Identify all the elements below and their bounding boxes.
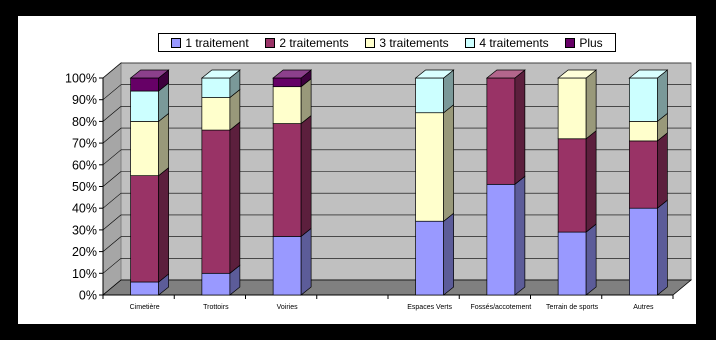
bar-segment (130, 175, 159, 283)
bar-segment (272, 236, 302, 296)
bar-top (628, 69, 669, 79)
bar-segment (629, 207, 658, 296)
bar-segment (272, 86, 302, 124)
y-tick-label: 60% (72, 158, 97, 172)
bar-segment (201, 77, 231, 98)
bar-top (414, 69, 455, 79)
chart-frame: 1 traitement 2 traitements 3 traitements 4 … (18, 16, 696, 324)
bar-segment-side (514, 69, 526, 186)
plot-floor (101, 279, 693, 296)
bar-segment (130, 77, 159, 92)
bar-segment-side (300, 114, 312, 238)
stacked-bar-chart: 0% 10% 20% 30% 40% 50% 60% 70% 80% 90% 100% Cimetiè… (65, 61, 693, 311)
bar-segment (629, 140, 658, 209)
bar-top (557, 69, 598, 79)
y-tick-label: 80% (72, 115, 97, 129)
bar-top (485, 69, 526, 79)
y-tick-label: 10% (72, 267, 97, 281)
y-tick-label: 40% (72, 202, 97, 216)
gridline-side (102, 149, 122, 166)
gridline-side (102, 192, 122, 209)
bar-segment-side (158, 166, 169, 283)
legend-label: 4 traitements (479, 35, 549, 50)
legend: 1 traitement 2 traitements 3 traitements 4 … (158, 33, 616, 52)
bar-segment (272, 77, 302, 88)
gridline-side (102, 106, 122, 122)
bar-segment-side (443, 103, 454, 222)
legend-swatch (265, 37, 276, 48)
x-tick-label: Autres (633, 304, 654, 311)
bar-segment-side (585, 223, 597, 296)
bar-segment (415, 220, 444, 296)
legend-item: 4 traitements (465, 35, 549, 50)
bar-segment-side (158, 112, 169, 177)
bar-segment (557, 231, 587, 296)
bar-segment (557, 77, 587, 140)
x-tick-label: Cimetière (130, 304, 160, 311)
legend-label: 2 traitements (279, 35, 349, 50)
x-tick-label: Voiries (277, 304, 299, 311)
y-tick-label: 90% (72, 93, 97, 107)
bar-top (272, 69, 313, 79)
bar-top (200, 69, 241, 79)
gridline-side (102, 84, 122, 100)
y-tick-label: 30% (72, 223, 97, 237)
y-tick-label: 0% (79, 289, 97, 303)
bar-segment-side (300, 227, 312, 296)
gridline-side (102, 258, 122, 274)
x-tick-label: Fossés/accotement (471, 304, 532, 311)
bar-segment (629, 77, 658, 122)
y-tick-label: 70% (72, 137, 97, 151)
bar-segment-side (514, 175, 526, 296)
legend-label: Plus (579, 35, 603, 50)
bar-segment (415, 112, 444, 222)
bar-segment (486, 77, 516, 185)
bar-segment (629, 121, 658, 142)
bar-segment (557, 138, 587, 233)
legend-swatch (171, 37, 182, 48)
bar-segment-side (585, 130, 597, 233)
bar-segment-side (443, 212, 454, 296)
bar-segment-side (585, 69, 597, 140)
legend-swatch (465, 37, 476, 48)
legend-item: 3 traitements (365, 35, 449, 50)
bar-segment (201, 97, 231, 131)
gridline-side (102, 62, 122, 79)
bar-segment (130, 121, 159, 177)
gridline-side (102, 214, 122, 231)
gridline-side (102, 236, 122, 252)
bar-segment (272, 123, 302, 237)
bar-segment (130, 90, 159, 122)
x-tick-label: Espaces Verts (407, 304, 452, 311)
legend-item: 2 traitements (265, 35, 349, 50)
legend-item: 1 traitement (171, 35, 249, 50)
gridline-side (102, 127, 122, 144)
bar-segment (201, 272, 231, 296)
x-tick-label: Terrain de sports (546, 304, 599, 311)
legend-item: Plus (565, 35, 603, 50)
bar-segment (130, 281, 159, 296)
x-tick-label: Trottoirs (203, 304, 229, 311)
bar-segment-side (657, 132, 668, 209)
y-tick-label: 100% (65, 72, 97, 86)
legend-label: 1 traitement (185, 35, 249, 50)
legend-swatch (365, 37, 376, 48)
y-tick-label: 20% (72, 245, 97, 259)
legend-label: 3 traitements (379, 35, 449, 50)
bar-top (129, 69, 170, 79)
bar-segment-side (657, 199, 668, 296)
bar-segment (486, 183, 516, 296)
legend-swatch (565, 37, 576, 48)
bar-segment (415, 77, 444, 114)
bar-segment-side (229, 121, 241, 275)
gridline-side (102, 171, 122, 187)
bar-segment (201, 129, 231, 274)
bar-segment-side (657, 69, 668, 123)
y-tick-label: 50% (72, 180, 97, 194)
